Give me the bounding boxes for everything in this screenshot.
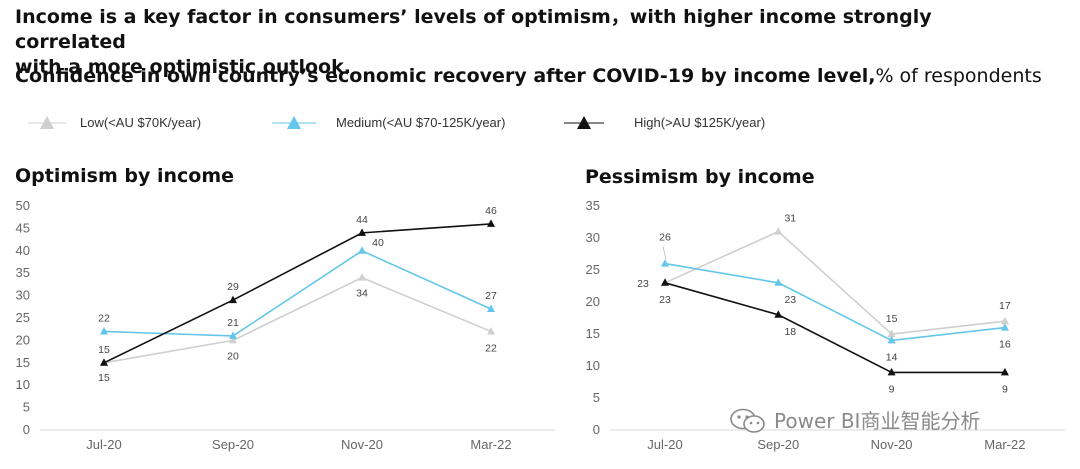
legend-marker-medium bbox=[272, 116, 316, 129]
optimism-series-line-low bbox=[103, 276, 492, 364]
pessimism-x-tick-sep-20: Sep-20 bbox=[757, 437, 799, 452]
pessimism-x-tick-mar-22: Mar-22 bbox=[984, 437, 1025, 452]
optimism-series-line-medium bbox=[103, 249, 492, 337]
pessimism-data-label-low-jul-20: 23 bbox=[637, 278, 649, 290]
optimism-y-tick-45: 45 bbox=[16, 220, 30, 235]
pessimism-y-tick-15: 15 bbox=[586, 326, 600, 341]
pessimism-data-label-medium-sep-20: 23 bbox=[784, 294, 796, 306]
optimism-x-tick-jul-20: Jul-20 bbox=[86, 437, 121, 452]
optimism-data-label-high-nov-20: 44 bbox=[356, 214, 368, 226]
optimism-chart-title: Optimism by income bbox=[15, 165, 235, 187]
optimism-data-label-low-jul-20: 15 bbox=[98, 372, 110, 384]
optimism-data-label-high-mar-22: 46 bbox=[485, 205, 497, 217]
pessimism-data-label-low-sep-20: 31 bbox=[784, 213, 796, 225]
legend-label-low: Low(<AU $70K/year) bbox=[80, 115, 202, 130]
wechat-icon bbox=[730, 408, 765, 433]
optimism-point-medium-nov-20 bbox=[358, 246, 366, 254]
pessimism-x-tick-nov-20: Nov-20 bbox=[871, 437, 913, 452]
optimism-y-tick-40: 40 bbox=[16, 243, 30, 258]
legend: Low(<AU $70K/year) Medium(<AU $70-125K/y… bbox=[0, 110, 1080, 136]
pessimism-point-medium-sep-20 bbox=[774, 278, 783, 286]
headline-line-2: with a more optimistic outlook. bbox=[15, 56, 351, 78]
optimism-data-label-high-jul-20: 15 bbox=[98, 344, 110, 356]
subtitle-main: Confidence in own country’s economic rec… bbox=[15, 65, 876, 87]
pessimism-series-line-high bbox=[664, 282, 1005, 374]
optimism-y-tick-0: 0 bbox=[23, 422, 30, 437]
pessimism-data-label-low-nov-20: 15 bbox=[886, 313, 898, 325]
headline-line-1: Income is a key factor in consumers’ lev… bbox=[15, 6, 932, 53]
pessimism-series-line-medium bbox=[664, 262, 1005, 342]
pessimism-data-label-medium-mar-22: 16 bbox=[999, 339, 1011, 351]
optimism-point-low-nov-20 bbox=[358, 273, 366, 281]
optimism-data-label-medium-sep-20: 21 bbox=[227, 317, 239, 329]
optimism-x-tick-mar-22: Mar-22 bbox=[470, 437, 511, 452]
pessimism-point-low-sep-20 bbox=[774, 227, 783, 235]
pessimism-point-low-nov-20 bbox=[887, 329, 896, 337]
optimism-y-tick-35: 35 bbox=[16, 265, 30, 280]
subtitle-unit: % of respondents bbox=[875, 65, 1042, 87]
pessimism-data-label-high-mar-22: 9 bbox=[1002, 383, 1008, 395]
pessimism-data-label-high-sep-20: 18 bbox=[784, 326, 796, 338]
optimism-data-label-low-nov-20: 34 bbox=[356, 288, 368, 300]
optimism-data-label-medium-jul-20: 22 bbox=[98, 312, 110, 324]
optimism-x-tick-nov-20: Nov-20 bbox=[341, 437, 383, 452]
pessimism-data-label-high-nov-20: 9 bbox=[889, 383, 895, 395]
optimism-y-tick-30: 30 bbox=[16, 288, 30, 303]
pessimism-data-label-low-mar-22: 17 bbox=[999, 300, 1011, 312]
optimism-y-tick-10: 10 bbox=[16, 377, 30, 392]
pessimism-x-tick-jul-20: Jul-20 bbox=[647, 437, 682, 452]
optimism-data-label-medium-mar-22: 27 bbox=[485, 290, 497, 302]
legend-label-medium: Medium(<AU $70-125K/year) bbox=[336, 115, 506, 130]
optimism-point-medium-jul-20 bbox=[100, 326, 108, 335]
pessimism-point-medium-mar-22 bbox=[1000, 323, 1009, 331]
optimism-y-tick-25: 25 bbox=[16, 310, 30, 325]
pessimism-y-tick-5: 5 bbox=[593, 390, 600, 405]
pessimism-point-high-nov-20 bbox=[887, 367, 896, 376]
pessimism-y-tick-20: 20 bbox=[586, 294, 600, 309]
optimism-data-label-low-mar-22: 22 bbox=[485, 342, 497, 354]
pessimism-point-medium-jul-20 bbox=[661, 259, 669, 267]
pessimism-point-high-jul-20 bbox=[661, 278, 669, 286]
pessimism-y-tick-10: 10 bbox=[586, 358, 600, 373]
chart-subtitle: Confidence in own country’s economic rec… bbox=[15, 64, 1042, 88]
pessimism-point-high-sep-20 bbox=[774, 310, 783, 318]
optimism-series-line-high bbox=[103, 223, 492, 364]
optimism-data-label-medium-nov-20: 40 bbox=[372, 237, 384, 249]
pessimism-chart-title: Pessimism by income bbox=[585, 166, 815, 188]
optimism-point-medium-mar-22 bbox=[487, 304, 495, 313]
optimism-point-medium-sep-20 bbox=[229, 331, 237, 339]
optimism-point-low-sep-20 bbox=[229, 335, 237, 344]
pessimism-data-label-medium-jul-20: 26 bbox=[659, 232, 671, 244]
optimism-point-low-mar-22 bbox=[487, 326, 495, 335]
optimism-y-tick-50: 50 bbox=[16, 198, 30, 213]
optimism-data-label-high-sep-20: 29 bbox=[227, 281, 239, 293]
optimism-x-tick-sep-20: Sep-20 bbox=[212, 437, 254, 452]
pessimism-point-high-mar-22 bbox=[1000, 367, 1009, 376]
pessimism-y-tick-30: 30 bbox=[586, 230, 600, 245]
pessimism-chart: 0 5 10 15 20 25 30 35 Jul-20 Sep-20 Nov-20 Mar-22 23… bbox=[586, 198, 1065, 452]
optimism-y-tick-20: 20 bbox=[16, 332, 30, 347]
legend-marker-low bbox=[28, 116, 66, 129]
optimism-point-high-sep-20 bbox=[229, 295, 237, 304]
optimism-y-tick-15: 15 bbox=[16, 355, 30, 370]
pessimism-y-tick-0: 0 bbox=[593, 422, 600, 437]
optimism-point-high-nov-20 bbox=[358, 228, 366, 236]
pessimism-data-label-medium-nov-20: 14 bbox=[886, 351, 898, 363]
pessimism-label-leader-line bbox=[662, 246, 667, 260]
watermark-text: Power BI商业智能分析 bbox=[774, 409, 981, 433]
legend-marker-high bbox=[564, 116, 604, 129]
optimism-chart: 0 5 10 15 20 25 30 35 40 45 50 Jul-20 Sep-20 Nov-20 Ma… bbox=[16, 198, 555, 452]
optimism-point-high-mar-22 bbox=[487, 219, 495, 227]
legend-label-high: High(>AU $125K/year) bbox=[634, 115, 766, 130]
pessimism-point-low-mar-22 bbox=[1000, 316, 1009, 325]
optimism-y-tick-5: 5 bbox=[23, 400, 30, 415]
pessimism-series-line-low bbox=[664, 230, 1005, 335]
optimism-point-high-jul-20 bbox=[100, 358, 108, 366]
pessimism-data-label-high-jul-20: 23 bbox=[659, 294, 671, 306]
pessimism-point-medium-nov-20 bbox=[887, 335, 896, 344]
pessimism-y-tick-35: 35 bbox=[586, 198, 600, 213]
pessimism-y-tick-25: 25 bbox=[586, 262, 600, 277]
optimism-data-label-low-sep-20: 20 bbox=[227, 350, 239, 362]
headline: Income is a key factor in consumers’ lev… bbox=[15, 5, 1015, 80]
